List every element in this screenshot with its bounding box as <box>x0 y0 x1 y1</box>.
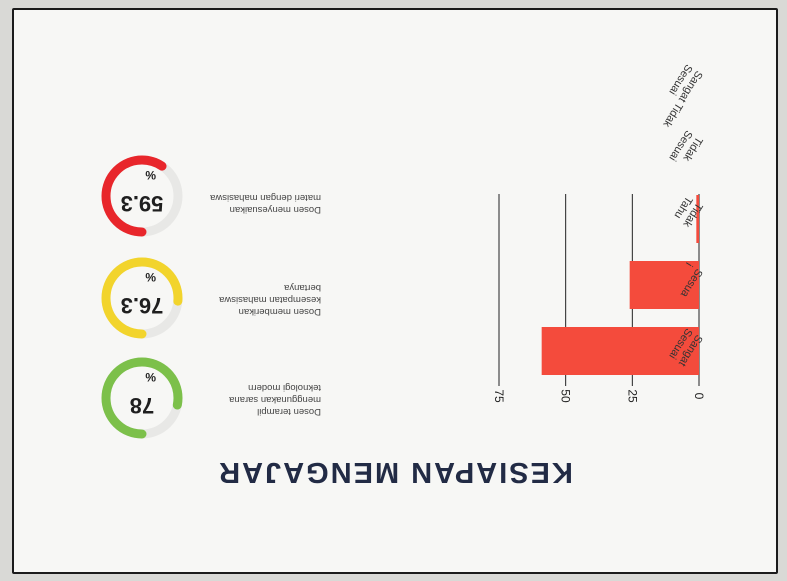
tick-label-75: 75 <box>492 389 506 403</box>
bar-tidak-tahu <box>696 195 699 243</box>
gauge-label-kesempatan-bertanya: Dosen memberikan kesempatan mahasiswa be… <box>219 282 321 317</box>
gauge-ring <box>101 155 183 237</box>
survey-bar-chart: 0 25 50 75 SangatSesuaiSesuaiTidakTahuTidak… <box>492 62 706 403</box>
tick-label-0: 0 <box>692 393 706 400</box>
gauge-percent-sign: % <box>145 270 156 284</box>
gauge-percent-sign: % <box>145 370 156 384</box>
gauge-ring <box>101 357 183 439</box>
gauge-label-teknologi: Dosen terampil menggunakan sarana teknol… <box>229 382 321 417</box>
tick-label-25: 25 <box>625 389 639 403</box>
category-label-sangat-tidak-sesuai: Sangat TidakSesuai <box>650 62 705 130</box>
gauge-kesempatan-bertanya: 76.3 % <box>94 250 190 346</box>
bar-sesuai <box>629 261 699 309</box>
gauge-value: 59.3 <box>120 191 164 216</box>
tick-label-50: 50 <box>559 389 573 403</box>
gauge-label-menyesuaikan-materi: Dosen menyesuaikan materi dengan mahasis… <box>210 192 321 215</box>
gauge-percent-sign: % <box>145 168 156 182</box>
gauge-menyesuaikan-materi: 59.3 % <box>94 148 190 244</box>
category-label-tidak-sesuai: TidakSesuai <box>666 128 704 169</box>
gauge-teknologi: 78 % <box>94 350 190 446</box>
chart-tick-labels: 0 25 50 75 <box>492 389 706 403</box>
gauge-value: 76.3 <box>120 293 164 318</box>
gauge-ring <box>101 257 183 339</box>
rotated-content: KESIAPAN MENGAJAR 0 25 50 75 SangatSesuai Se… <box>14 10 776 572</box>
chart-category-labels: SangatSesuaiSesuaiTidakTahuTidakSesuaiSa… <box>650 62 705 368</box>
category-label-line: i <box>683 260 694 268</box>
chart-bars <box>541 195 699 375</box>
bar-sangat-sesuai <box>541 327 699 375</box>
slide-card: KESIAPAN MENGAJAR 0 25 50 75 SangatSesuai Se… <box>12 8 778 574</box>
gauge-value: 78 <box>129 393 155 418</box>
